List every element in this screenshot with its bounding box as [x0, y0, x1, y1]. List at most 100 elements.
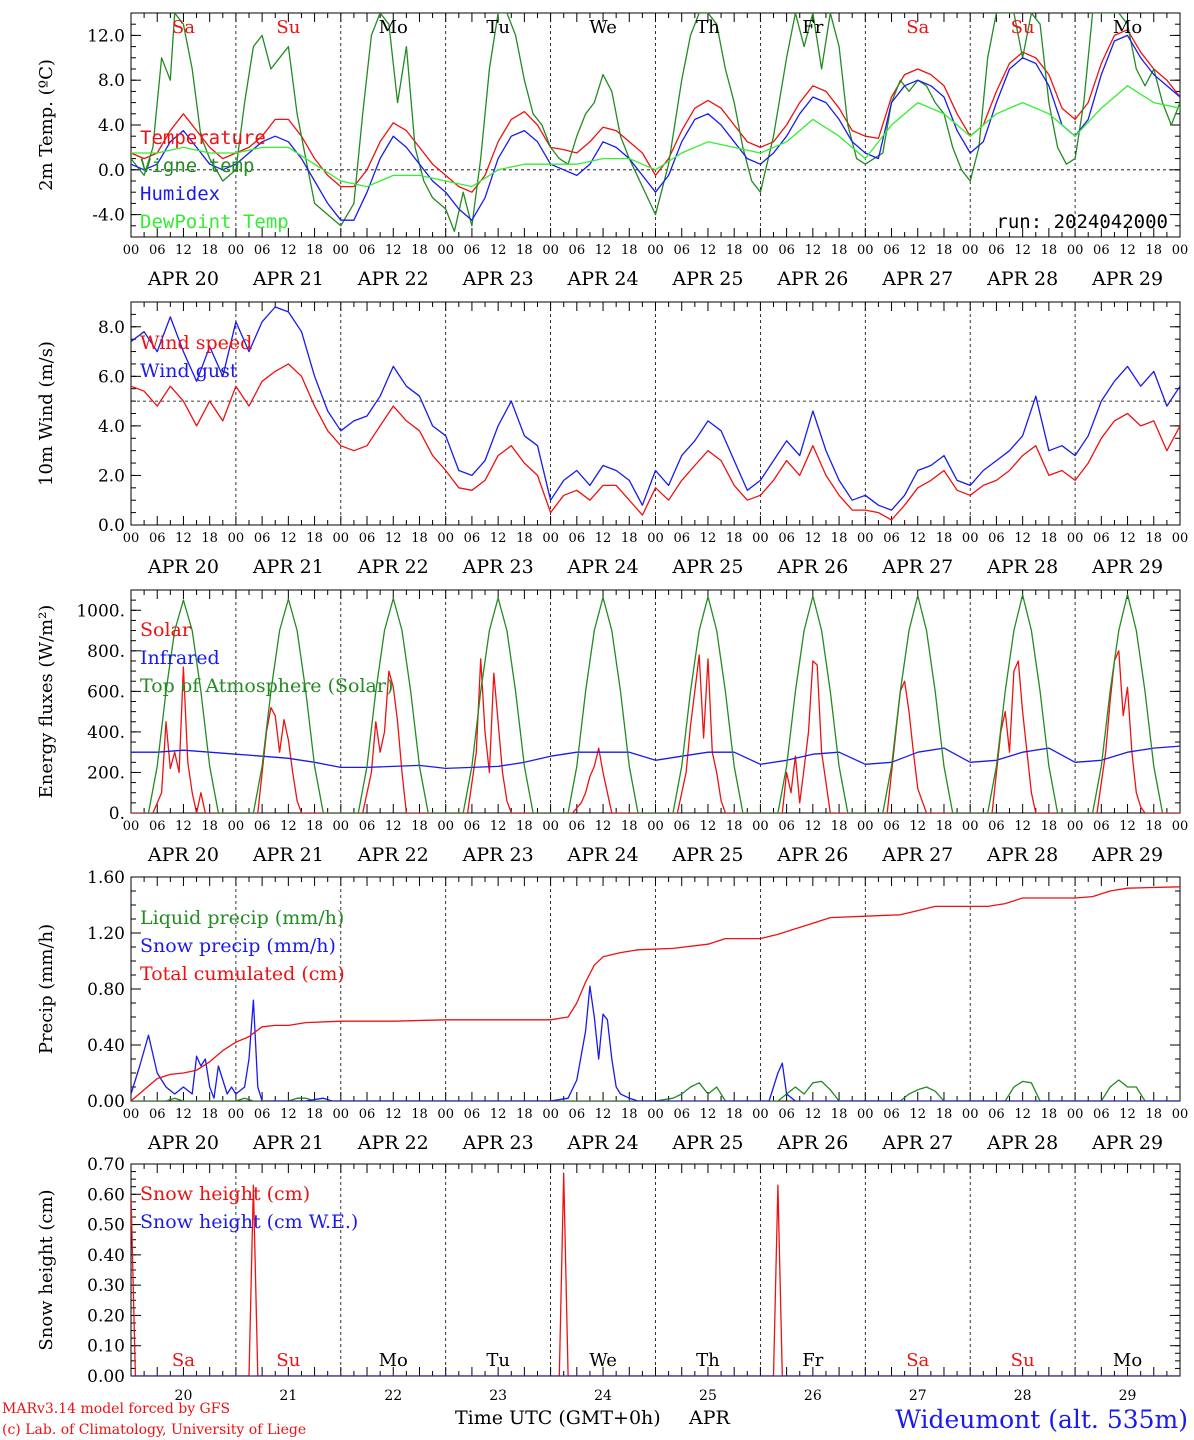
hour-label: 12: [909, 531, 926, 546]
hour-label: 12: [490, 531, 507, 546]
hour-label: 06: [1093, 1107, 1110, 1122]
weekday-label: Th: [696, 17, 720, 38]
y-tick-label: 0.20: [87, 1306, 125, 1326]
hour-label: 06: [778, 531, 795, 546]
y-axis-label: 2m Temp. (ºC): [36, 59, 57, 191]
legend-entry-2: Wind gust: [140, 360, 238, 382]
hour-label: 00: [962, 243, 979, 258]
hour-label: 06: [359, 819, 376, 834]
hour-label: 06: [1093, 819, 1110, 834]
y-tick-label: 0.80: [87, 980, 125, 1000]
y-tick-label: 600.: [87, 682, 125, 702]
date-label: APR 20: [147, 556, 219, 578]
series-line-3: [147, 593, 1164, 813]
weekday-label: Tu: [486, 1350, 510, 1371]
weekday-label: Su: [276, 1350, 300, 1371]
hour-label: 12: [490, 819, 507, 834]
y-tick-label: -4.0: [92, 206, 125, 226]
weekday-label: We: [589, 1350, 617, 1371]
hour-label: 12: [1119, 819, 1136, 834]
hour-label: 06: [149, 819, 166, 834]
date-label: APR 22: [357, 844, 429, 866]
hour-label: 18: [516, 1107, 533, 1122]
hour-label: 06: [988, 819, 1005, 834]
y-tick-label: 2.0: [98, 466, 125, 486]
hour-label: 18: [516, 243, 533, 258]
hour-label: 00: [123, 531, 140, 546]
hour-label: 18: [201, 819, 218, 834]
weekday-label: Fr: [802, 17, 823, 38]
date-label: APR 25: [671, 556, 743, 578]
weekday-label: Sa: [906, 1350, 929, 1371]
legend-entry-3: Total cumulated (cm): [140, 963, 345, 985]
hour-label: 12: [909, 1107, 926, 1122]
weekday-label: Mo: [379, 1350, 408, 1371]
hour-label: 06: [254, 531, 271, 546]
hour-label: 12: [385, 243, 402, 258]
y-tick-label: 0.40: [87, 1246, 125, 1266]
y-axis-label: Snow height (cm): [36, 1189, 57, 1350]
hour-label: 18: [1146, 1107, 1163, 1122]
hour-label: 18: [411, 531, 428, 546]
series-group: [131, 1172, 1180, 1376]
y-tick-label: 0.70: [87, 1155, 125, 1175]
date-label: APR 27: [881, 1132, 953, 1154]
y-tick-label: 800.: [87, 642, 125, 662]
hour-label: 12: [385, 1107, 402, 1122]
hour-label: 06: [149, 1107, 166, 1122]
lab-credit: (c) Lab. of Climatology, University of L…: [2, 1422, 306, 1438]
date-label: APR 21: [252, 844, 324, 866]
series-group: [131, 886, 1180, 1101]
series-line-1: [131, 363, 1180, 521]
series-line-4: [131, 85, 1180, 188]
hour-label: 00: [1067, 1107, 1084, 1122]
hour-label: 18: [936, 243, 953, 258]
hour-label: 12: [805, 819, 822, 834]
hour-label: 18: [1146, 531, 1163, 546]
hour-label: 06: [464, 819, 481, 834]
hour-label: 00: [437, 243, 454, 258]
date-label: APR 20: [147, 268, 219, 290]
date-label: APR 26: [776, 844, 848, 866]
hour-label: 06: [673, 1107, 690, 1122]
day-number-label: 24: [594, 1388, 612, 1404]
hour-label: 00: [542, 1107, 559, 1122]
series-line-2: [131, 985, 1180, 1101]
hour-label: 18: [726, 1107, 743, 1122]
y-tick-label: 12.0: [87, 26, 125, 46]
hour-label: 06: [569, 819, 586, 834]
series-group: [131, 13, 1180, 233]
hour-label: 18: [831, 1107, 848, 1122]
hour-label: 06: [569, 1107, 586, 1122]
y-tick-label: 4.0: [98, 116, 125, 136]
hour-label: 06: [883, 1107, 900, 1122]
date-label: APR 29: [1091, 268, 1163, 290]
date-label: APR 21: [252, 556, 324, 578]
hour-label: 00: [1172, 243, 1189, 258]
hour-label: 12: [385, 819, 402, 834]
hour-label: 06: [883, 531, 900, 546]
hour-label: 06: [778, 1107, 795, 1122]
hour-label: 12: [700, 1107, 717, 1122]
hour-label: 06: [988, 1107, 1005, 1122]
date-label: APR 28: [986, 844, 1058, 866]
panel-2: 8.0 6.0 4.0 2.0 0.0 10m Wind (m/s) Wind speed W…: [36, 301, 1188, 578]
run-annotation: run: 2024042000: [996, 211, 1168, 233]
y-tick-label: 400.: [87, 723, 125, 743]
hour-label: 00: [857, 531, 874, 546]
date-label: APR 29: [1091, 844, 1163, 866]
hour-label: 18: [831, 531, 848, 546]
hour-label: 00: [647, 531, 664, 546]
hour-label: 00: [228, 531, 245, 546]
y-axis-label: Energy fluxes (W/m²): [36, 605, 57, 799]
hour-label: 12: [595, 531, 612, 546]
weekday-label: We: [589, 17, 617, 38]
date-label: APR 27: [881, 844, 953, 866]
model-credit: MARv3.14 model forced by GFS: [2, 1401, 230, 1417]
day-number-label: 21: [279, 1388, 297, 1404]
hour-label: 06: [254, 819, 271, 834]
legend-entry-3: Top of Atmosphere (Solar): [140, 675, 393, 697]
hour-label: 00: [1172, 1107, 1189, 1122]
date-label: APR 27: [881, 556, 953, 578]
hour-label: 00: [647, 243, 664, 258]
